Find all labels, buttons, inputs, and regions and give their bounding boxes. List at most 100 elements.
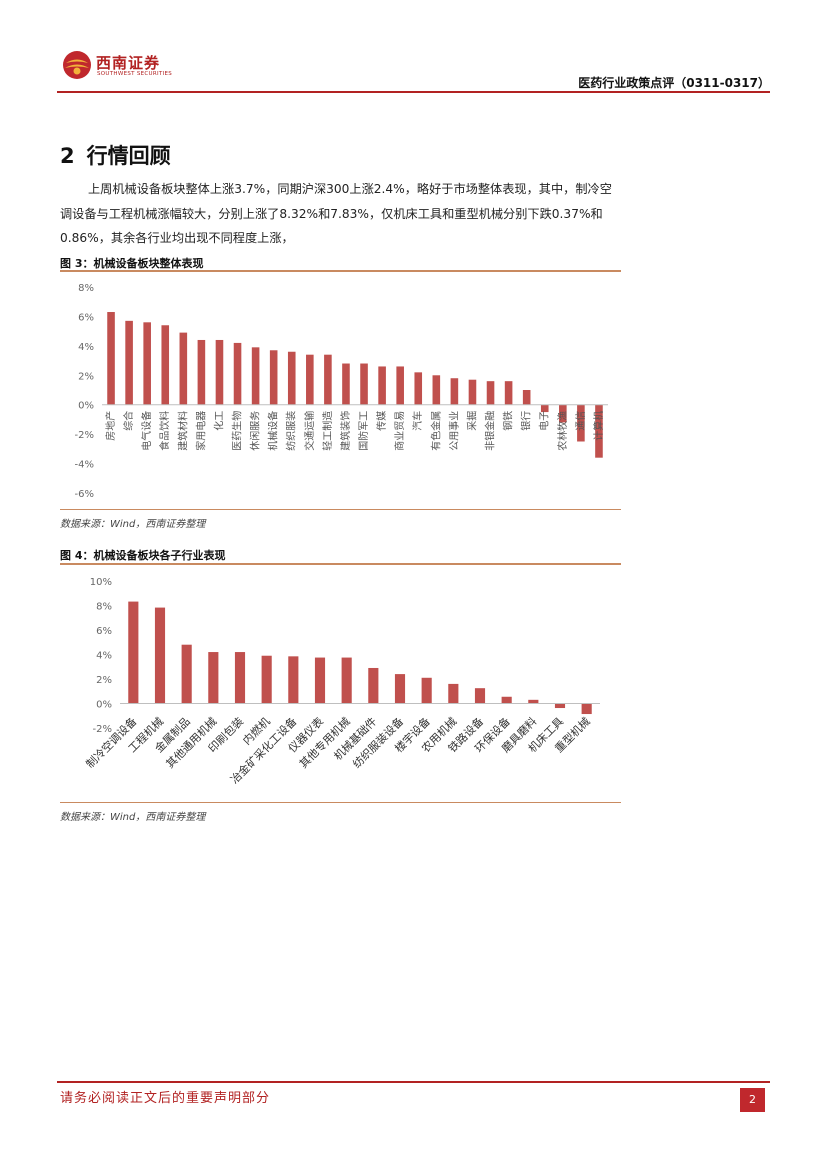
x-tick-label: 有色金属 — [429, 411, 442, 451]
bar — [559, 404, 567, 423]
bar — [324, 354, 332, 405]
bar — [554, 703, 566, 709]
bar — [486, 381, 495, 405]
bar — [107, 312, 115, 405]
bar — [197, 339, 206, 405]
footer-divider — [57, 1081, 770, 1083]
bar — [396, 366, 404, 405]
figure3-bottom-rule — [60, 509, 621, 510]
figure4-bottom-rule — [60, 802, 621, 803]
x-tick-label: 建筑材料 — [176, 411, 189, 451]
bar — [314, 657, 326, 704]
y-tick-label: -2% — [75, 430, 94, 441]
bar — [161, 325, 170, 405]
bar — [288, 656, 299, 704]
section-number: 2 — [60, 144, 75, 168]
bar — [378, 366, 386, 405]
y-tick-label: -6% — [75, 489, 94, 500]
x-tick-label: 房地产 — [104, 411, 117, 441]
figure3-chart: 8% 6% 4% 2% 0% -2% -4% -6% 房地产 综合 电气设备 食品饮料 建筑材料 家用电器… — [75, 283, 608, 500]
x-tick-label: 食品饮料 — [158, 411, 171, 451]
y-tick-label: 10% — [90, 577, 112, 588]
bar — [468, 379, 477, 405]
bar — [154, 607, 166, 704]
x-tick-label: 医药生物 — [231, 411, 244, 451]
x-tick-label: 钢铁 — [502, 411, 515, 431]
figure3-title: 图 3：机械设备板块整体表现 — [60, 257, 204, 270]
bar — [269, 350, 278, 405]
header-divider — [57, 91, 770, 93]
y-tick-label: 0% — [96, 700, 112, 711]
footer-disclaimer: 请务必阅读正文后的重要声明部分 — [60, 1091, 271, 1106]
page-number: 2 — [740, 1088, 765, 1112]
bar — [306, 354, 314, 405]
logo-icon — [63, 51, 91, 79]
logo-text: 西南证券 — [96, 54, 161, 72]
page-header: 西南证券 SOUTHWEST SECURITIES 医药行业政策点评（0311-… — [60, 44, 770, 94]
bar — [128, 601, 139, 704]
x-tick-label: 综合 — [122, 411, 135, 431]
bar — [432, 375, 441, 405]
bar — [540, 404, 549, 413]
x-tick-label: 轻工制造 — [321, 411, 334, 451]
bar — [504, 381, 513, 405]
bar — [448, 683, 459, 704]
bar — [181, 644, 192, 704]
y-tick-label: 8% — [78, 283, 94, 294]
bar — [234, 652, 246, 704]
x-tick-label: 休闲服务 — [249, 411, 262, 451]
bar — [215, 339, 224, 405]
y-tick-label: -2% — [93, 724, 112, 735]
figure3-source: 数据来源：Wind，西南证券整理 — [60, 519, 206, 530]
x-tick-label: 公用事业 — [447, 411, 460, 451]
bar — [287, 351, 296, 405]
y-tick-label: 4% — [78, 342, 94, 353]
figure4-source: 数据来源：Wind，西南证券整理 — [60, 812, 206, 823]
figure3-top-rule — [60, 270, 621, 272]
x-tick-label: 农林牧渔 — [556, 411, 569, 451]
x-tick-label: 家用电器 — [194, 411, 207, 451]
x-tick-label: 电气设备 — [140, 411, 153, 451]
bar — [581, 703, 592, 715]
x-tick-label: 商业贸易 — [393, 411, 406, 451]
y-tick-label: 2% — [96, 675, 112, 686]
x-tick-label: 计算机 — [592, 411, 605, 441]
bar — [528, 699, 539, 704]
y-tick-label: 6% — [96, 626, 112, 637]
bar — [261, 655, 272, 704]
x-tick-label: 纺织服装 — [285, 411, 298, 451]
section-title: 行情回顾 — [86, 144, 171, 168]
bar — [233, 342, 242, 405]
x-tick-label: 建筑装饰 — [339, 411, 352, 451]
bar — [577, 404, 585, 442]
y-tick-label: 8% — [96, 602, 112, 613]
x-tick-label: 通信 — [575, 411, 587, 431]
bar — [522, 390, 531, 405]
x-tick-label: 汽车 — [411, 411, 424, 431]
bar — [360, 363, 368, 405]
bar — [341, 657, 352, 704]
bar — [450, 378, 459, 405]
logo-subtext: SOUTHWEST SECURITIES — [97, 71, 173, 77]
bar — [208, 652, 219, 704]
figure4-chart: 10%8%6%4%2%0%-2%制冷空调设备工程机械金属制品其他通用机械印刷包装… — [83, 577, 600, 786]
figure4-top-rule — [60, 563, 621, 565]
x-tick-label: 电子 — [538, 411, 551, 431]
x-tick-label: 国防军工 — [357, 411, 370, 451]
x-tick-label: 机械设备 — [267, 411, 280, 451]
bar — [125, 320, 133, 405]
bar — [501, 696, 512, 704]
y-tick-label: 0% — [78, 401, 94, 412]
bar — [179, 332, 188, 405]
x-tick-label: 银行 — [520, 411, 533, 431]
figure4-title: 图 4：机械设备板块各子行业表现 — [60, 549, 226, 562]
bar — [143, 322, 151, 405]
section-heading: 2 行情回顾 — [60, 140, 171, 170]
y-tick-label: -4% — [75, 460, 94, 471]
y-tick-label: 2% — [78, 371, 94, 382]
x-tick-label: 交通运输 — [303, 411, 316, 451]
bar — [251, 347, 260, 405]
x-tick-label: 采掘 — [465, 411, 478, 431]
bar — [394, 674, 406, 704]
y-tick-label: 6% — [78, 312, 94, 323]
